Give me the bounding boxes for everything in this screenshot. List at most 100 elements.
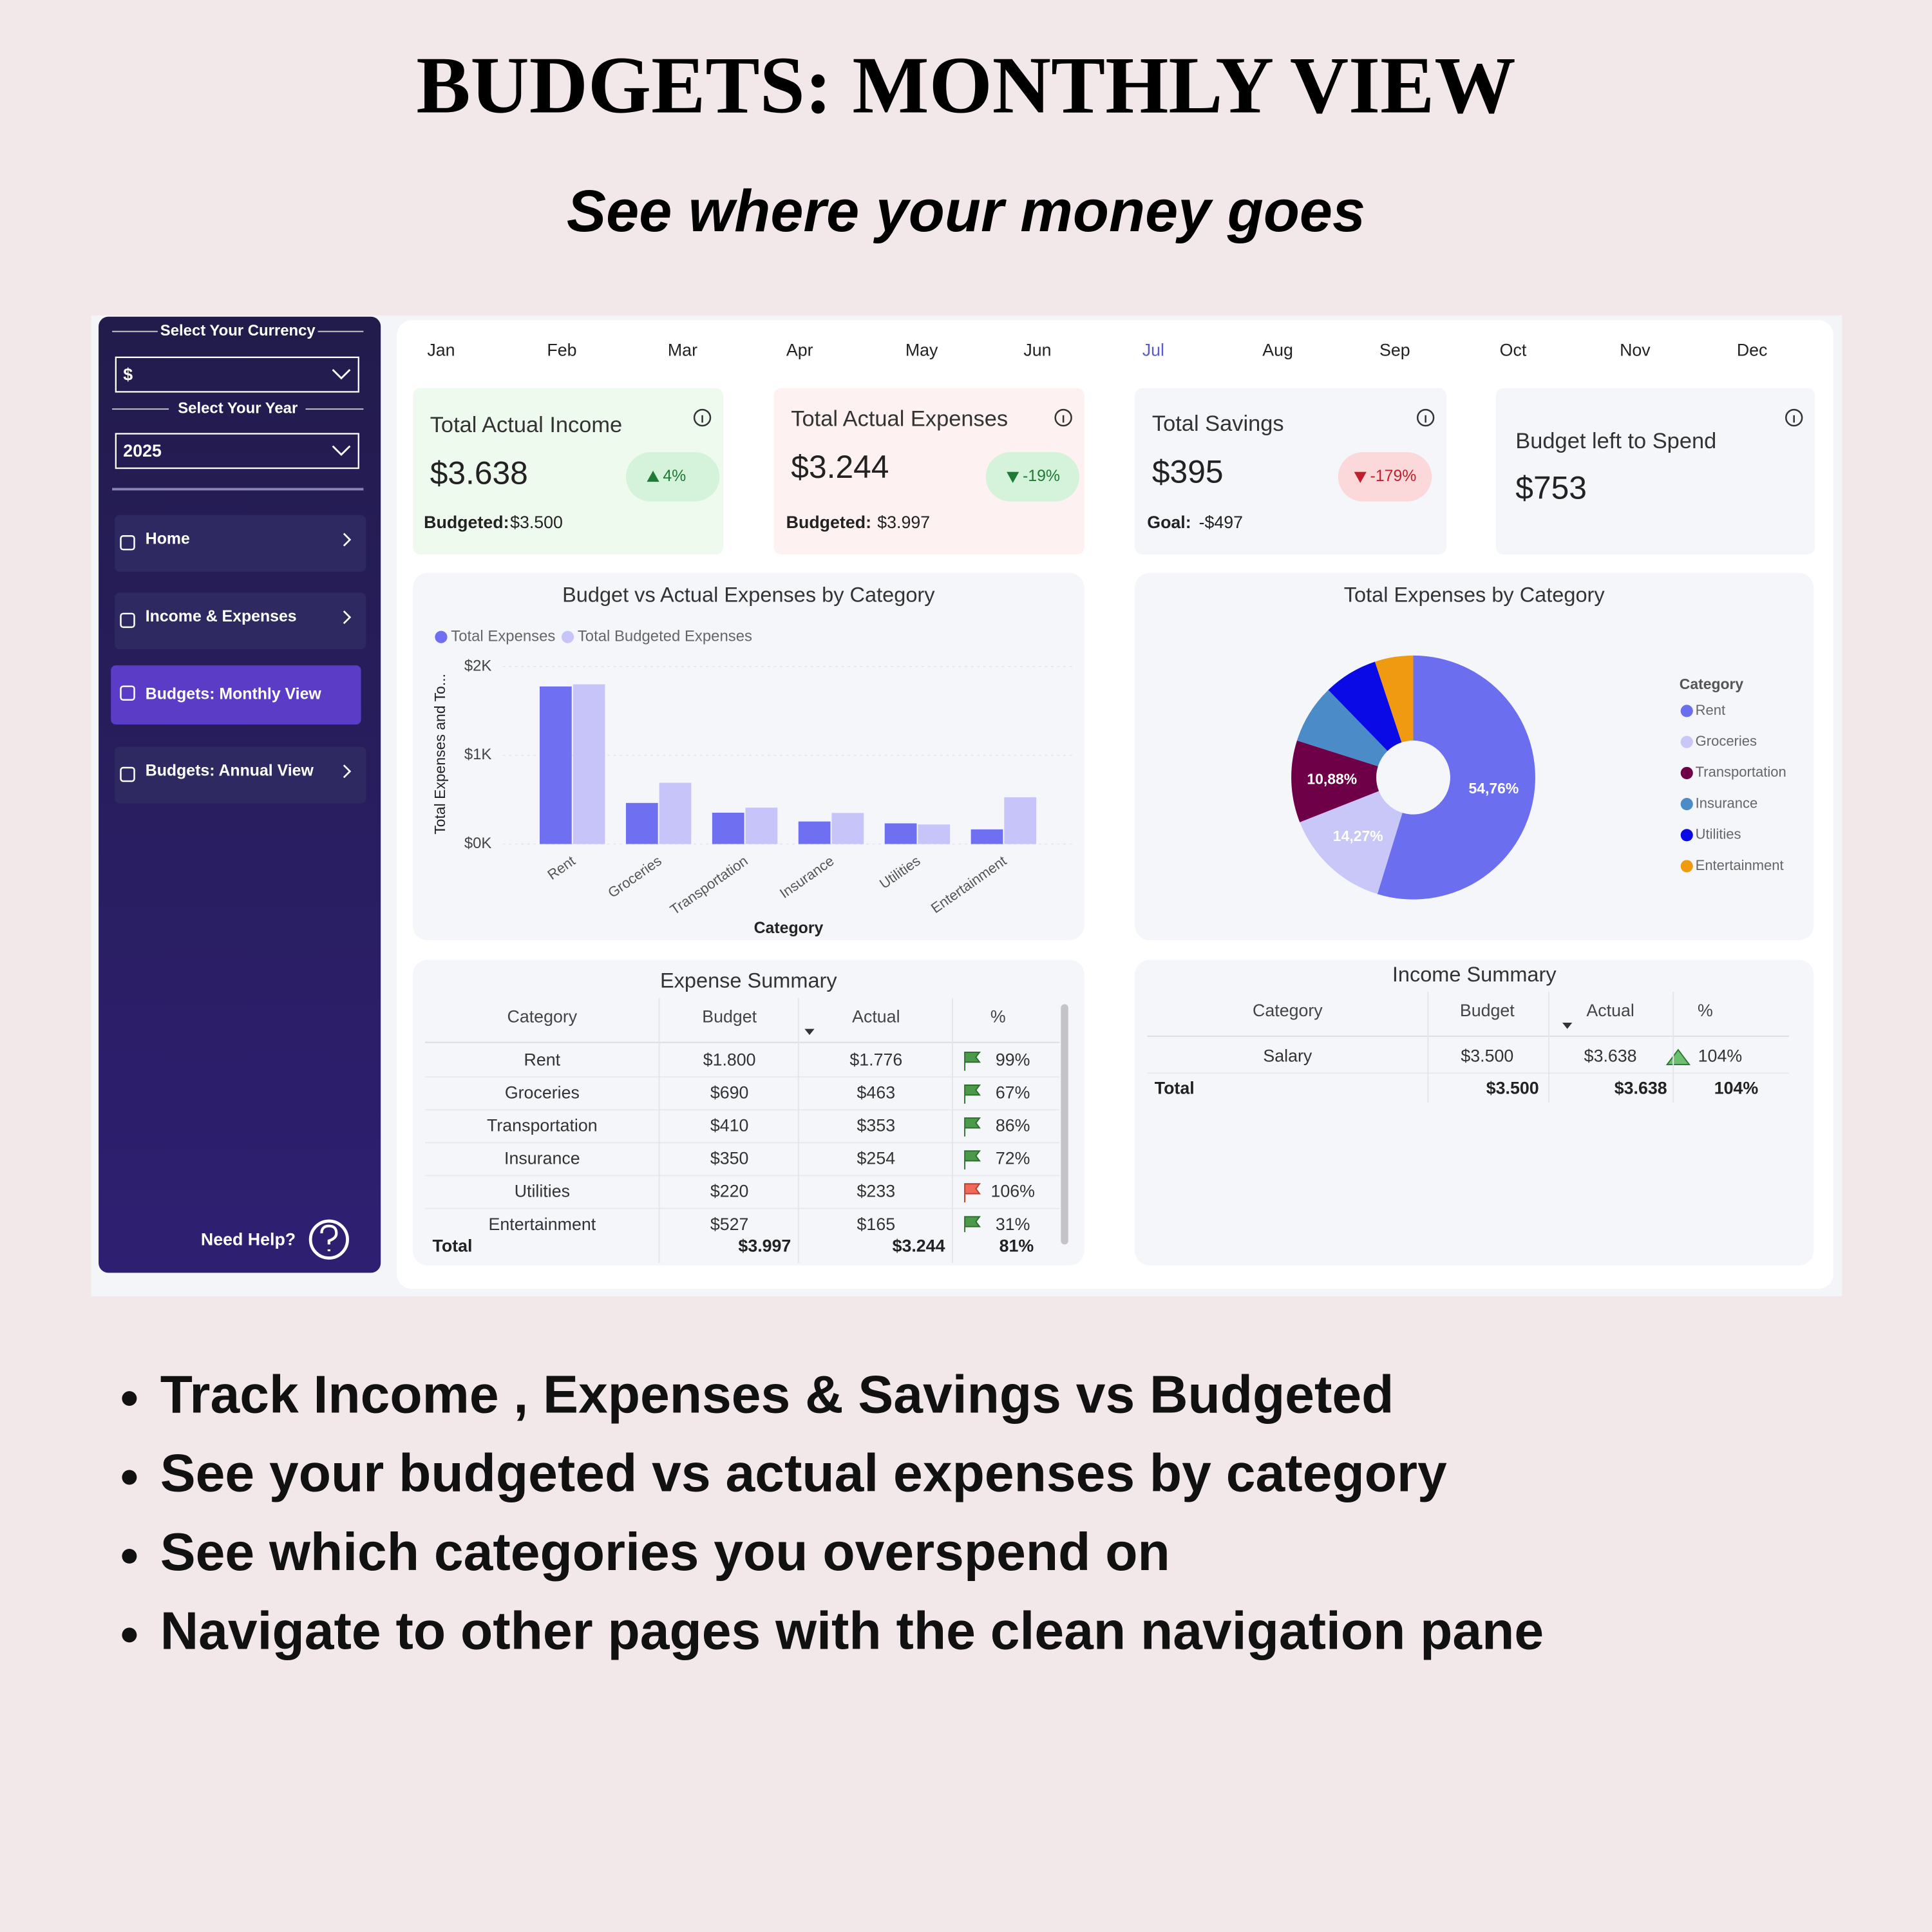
note-value: $3.500 [510, 513, 563, 532]
nav-background [114, 515, 366, 572]
page-title: BUDGETS: MONTHLY VIEW [416, 40, 1515, 130]
total-cell: $3.244 [893, 1236, 945, 1255]
table-cell: 31% [996, 1215, 1030, 1234]
pie-slice [1328, 661, 1402, 752]
pie-chart: Total Expenses by Category 54,76% 14,27% 10… [1135, 573, 1814, 940]
month-button[interactable]: Jul [1142, 340, 1164, 359]
legend-swatch [1680, 766, 1693, 779]
slice-label: 14,27% [1333, 828, 1383, 844]
nav-button[interactable]: Budgets: Monthly View [111, 665, 361, 724]
legend-label: Transportation [1696, 764, 1786, 780]
chart-card [412, 573, 1084, 940]
kpi-value: $3.638 [430, 455, 528, 491]
info-icon[interactable] [693, 408, 712, 427]
note-label: Goal: [1147, 513, 1191, 532]
month-button[interactable]: Mar [668, 340, 697, 359]
bar [884, 823, 917, 844]
slice-label: 54,76% [1468, 780, 1519, 797]
month-button[interactable]: Nov [1620, 340, 1651, 359]
month-button[interactable]: Jun [1023, 340, 1051, 359]
pie-slice [1291, 740, 1379, 822]
help-label[interactable]: Need Help? [201, 1230, 296, 1249]
table-cell: $165 [857, 1215, 896, 1234]
info-icon[interactable] [1416, 408, 1435, 427]
total-cell: Total [1155, 1078, 1195, 1097]
kpi-card: Total Actual Expenses $3.244 -19% Budgeted:… [773, 388, 1084, 554]
legend-label: Insurance [1696, 795, 1758, 811]
legend-label: Entertainment [1696, 857, 1784, 873]
table-cell: $1.776 [849, 1050, 902, 1069]
month-button[interactable]: Apr [786, 340, 813, 359]
bar [745, 808, 778, 844]
change-value: -19% [1023, 467, 1060, 485]
kpi-title: Total Actual Income [430, 413, 622, 437]
kpi-title: Budget left to Spend [1515, 429, 1716, 453]
column-header[interactable]: Budget [1460, 1001, 1515, 1020]
total-cell: 81% [999, 1236, 1034, 1255]
table-cell: $254 [857, 1149, 896, 1168]
column-header[interactable]: Category [507, 1007, 578, 1026]
card-background [412, 388, 724, 554]
card-background [773, 388, 1084, 554]
table-cell: Transportation [487, 1116, 598, 1135]
change-arrow [1007, 471, 1019, 483]
nav-label: Home [146, 530, 190, 548]
pie-slice [1297, 690, 1388, 766]
currency-dropdown[interactable]: $ [115, 356, 359, 393]
table-card [412, 960, 1084, 1265]
month-button[interactable]: Feb [547, 340, 576, 359]
bar [659, 782, 692, 844]
table-body: Salary $3.500 $3.638 104% [1147, 1046, 1790, 1074]
info-icon[interactable] [1785, 408, 1803, 427]
month-button[interactable]: May [905, 340, 938, 359]
nav-button[interactable]: Home [114, 515, 366, 572]
legend-swatch [435, 630, 448, 643]
bar [798, 821, 831, 844]
bar [1004, 797, 1037, 844]
column-header[interactable]: % [990, 1007, 1006, 1026]
bullet-dot [122, 1470, 137, 1485]
change-arrow [1354, 471, 1367, 483]
column-header[interactable]: Actual [1586, 1001, 1634, 1020]
bullet-text: Track Income , Expenses & Savings vs Bud… [160, 1365, 1394, 1424]
total-cell: $3.500 [1486, 1078, 1539, 1097]
y-tick-label: $0K [464, 835, 492, 852]
table-cell: Utilities [515, 1182, 570, 1201]
legend-swatch [1680, 829, 1693, 842]
nav-background [114, 592, 366, 650]
info-icon[interactable] [1054, 408, 1072, 427]
nav-button[interactable]: Income & Expenses [114, 592, 366, 650]
note-value: -$497 [1199, 513, 1243, 532]
scrollbar[interactable] [1061, 1004, 1068, 1245]
nav-button[interactable]: Budgets: Annual View [114, 746, 366, 804]
total-cell: $3.638 [1615, 1078, 1667, 1097]
dropdown-box [115, 356, 359, 393]
month-button[interactable]: Dec [1737, 340, 1768, 359]
month-button[interactable]: Oct [1500, 340, 1527, 359]
table-cell: 104% [1698, 1046, 1742, 1066]
column-header[interactable]: % [1698, 1001, 1713, 1020]
nav-label: Budgets: Annual View [146, 761, 314, 779]
table-cell: $410 [710, 1116, 749, 1135]
nav-background [114, 746, 366, 804]
column-header[interactable]: Category [1253, 1001, 1323, 1020]
dropdown-box [115, 433, 359, 469]
month-button[interactable]: Aug [1262, 340, 1293, 359]
bar [831, 813, 864, 844]
year-dropdown[interactable]: 2025 [115, 433, 359, 469]
month-button[interactable]: Sep [1379, 340, 1410, 359]
status-flag [964, 1051, 981, 1071]
table-cell: $350 [710, 1149, 749, 1168]
legend-label: Rent [1696, 702, 1725, 718]
month-button[interactable]: Jan [427, 340, 455, 359]
column-header[interactable]: Actual [852, 1007, 900, 1026]
column-header[interactable]: Budget [702, 1007, 757, 1026]
legend-label: Total Budgeted Expenses [578, 627, 752, 645]
kpi-value: $3.244 [791, 449, 889, 485]
note-value: $3.997 [877, 513, 930, 532]
table-cell: Rent [524, 1050, 561, 1069]
help-icon[interactable] [308, 1219, 349, 1260]
kpi-card: Budget left to Spend $753 [1495, 388, 1815, 554]
legend-swatch [1680, 705, 1693, 717]
kpi-card: Total Actual Income $3.638 4% Budgeted: $3.5… [412, 388, 724, 554]
